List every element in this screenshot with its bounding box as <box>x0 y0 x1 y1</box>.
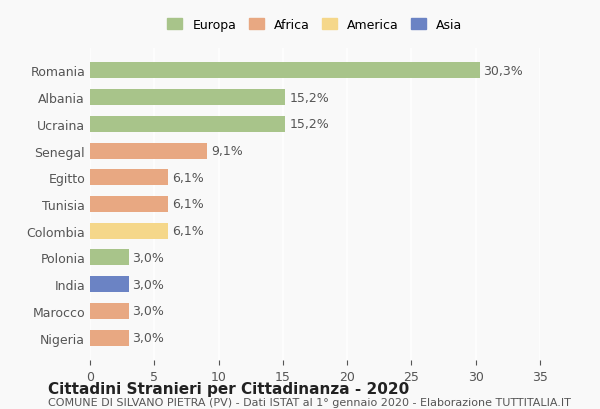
Text: 3,0%: 3,0% <box>133 331 164 344</box>
Bar <box>90 63 479 79</box>
Text: 3,0%: 3,0% <box>133 305 164 318</box>
Text: 3,0%: 3,0% <box>133 252 164 264</box>
Bar <box>90 250 128 266</box>
Text: 6,1%: 6,1% <box>172 225 204 238</box>
Text: Cittadini Stranieri per Cittadinanza - 2020: Cittadini Stranieri per Cittadinanza - 2… <box>48 381 409 396</box>
Legend: Europa, Africa, America, Asia: Europa, Africa, America, Asia <box>164 15 466 35</box>
Bar <box>90 330 128 346</box>
Text: COMUNE DI SILVANO PIETRA (PV) - Dati ISTAT al 1° gennaio 2020 - Elaborazione TUT: COMUNE DI SILVANO PIETRA (PV) - Dati IST… <box>48 397 571 407</box>
Text: 9,1%: 9,1% <box>211 145 242 157</box>
Bar <box>90 143 207 159</box>
Text: 6,1%: 6,1% <box>172 171 204 184</box>
Text: 6,1%: 6,1% <box>172 198 204 211</box>
Bar <box>90 90 286 106</box>
Bar <box>90 303 128 319</box>
Bar <box>90 276 128 292</box>
Bar <box>90 196 169 213</box>
Text: 15,2%: 15,2% <box>289 118 329 131</box>
Text: 15,2%: 15,2% <box>289 91 329 104</box>
Bar <box>90 170 169 186</box>
Text: 3,0%: 3,0% <box>133 278 164 291</box>
Bar <box>90 117 286 133</box>
Text: 30,3%: 30,3% <box>484 65 523 78</box>
Bar <box>90 223 169 239</box>
